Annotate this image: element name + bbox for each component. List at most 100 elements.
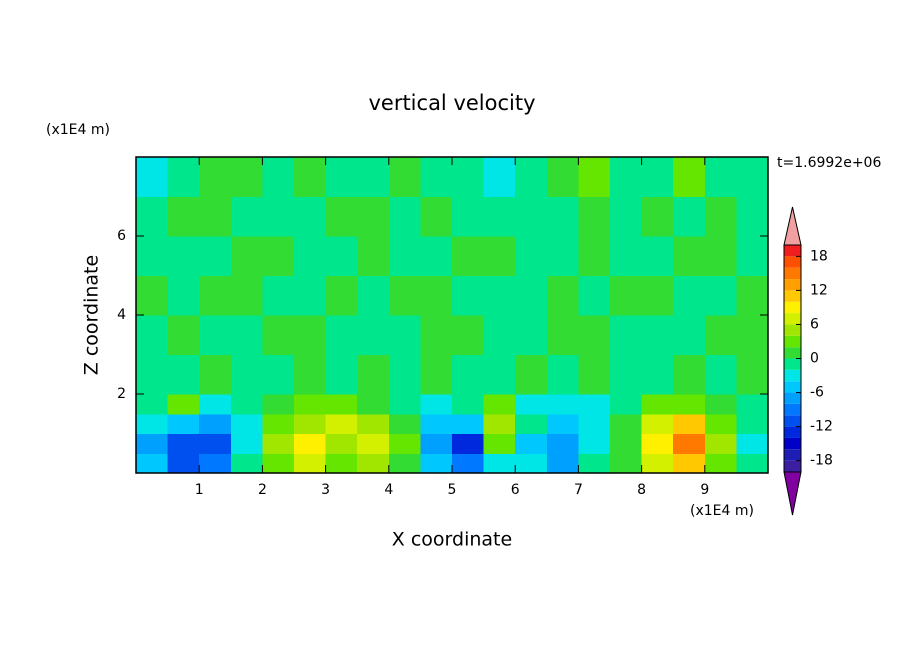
contour-cell	[515, 315, 548, 355]
contour-cell	[230, 315, 263, 355]
colorbar-under	[783, 471, 802, 516]
contour-cell	[420, 157, 453, 197]
contour-cell	[736, 315, 769, 355]
colorbar-tick-label: 0	[810, 351, 819, 367]
contour-cell	[262, 315, 295, 355]
colorbar-band	[784, 335, 801, 348]
contour-cell	[452, 413, 485, 434]
contour-cell	[199, 394, 232, 415]
colorbar-band	[784, 358, 801, 370]
contour-cell	[262, 453, 295, 474]
contour-cell	[673, 433, 706, 454]
contour-cell	[420, 236, 453, 276]
contour-cell	[610, 236, 643, 276]
contour-cell	[136, 196, 169, 237]
x-tick-label: 9	[700, 482, 709, 498]
contour-cell	[546, 354, 579, 395]
contour-cell	[578, 315, 611, 355]
contour-cell	[610, 315, 643, 355]
colorbar-over	[783, 206, 802, 246]
colorbar-band	[784, 449, 801, 461]
contour-cell	[230, 236, 263, 276]
contour-cell	[736, 413, 769, 434]
contour-cell	[230, 394, 263, 415]
contour-cell	[483, 157, 516, 197]
contour-cell	[230, 354, 263, 395]
colorbar-tick-label: -6	[810, 385, 824, 401]
contour-cell	[610, 196, 643, 237]
contour-cell	[294, 394, 327, 415]
colorbar-band	[784, 415, 801, 427]
contour-cell	[515, 275, 548, 316]
contour-cell	[641, 453, 674, 474]
contour-cell	[167, 354, 200, 395]
contour-cell	[483, 236, 516, 276]
contour-cell	[515, 394, 548, 415]
contour-cell	[294, 315, 327, 355]
contour-cell	[167, 236, 200, 276]
contour-cell	[262, 275, 295, 316]
contour-cell	[136, 394, 169, 415]
contour-cell	[420, 196, 453, 237]
contour-cell	[294, 433, 327, 454]
contour-cell	[641, 394, 674, 415]
contour-cell	[262, 394, 295, 415]
contour-cell	[578, 413, 611, 434]
contour-cell	[546, 315, 579, 355]
contour-cell	[294, 354, 327, 395]
colorbar-band	[784, 267, 801, 280]
contour-cell	[388, 236, 421, 276]
contour-cell	[578, 275, 611, 316]
contour-cell	[420, 433, 453, 454]
contour-cell	[704, 433, 737, 454]
colorbar-band	[784, 437, 801, 450]
contour-cell	[673, 394, 706, 415]
colorbar-band	[784, 347, 801, 359]
contour-cell	[736, 433, 769, 454]
colorbar-band	[784, 290, 801, 302]
contour-cell	[610, 453, 643, 474]
contour-cell	[610, 433, 643, 454]
contour-cell	[673, 157, 706, 197]
contour-cell	[452, 275, 485, 316]
contour-cell	[610, 275, 643, 316]
colorbar-tick-label: 6	[810, 316, 819, 332]
contour-cell	[452, 157, 485, 197]
contour-cell	[357, 236, 390, 276]
contour-cell	[325, 453, 358, 474]
colorbar-band	[784, 313, 801, 325]
contour-cell	[262, 236, 295, 276]
contour-cell	[578, 354, 611, 395]
contour-cell	[167, 453, 200, 474]
contour-cell	[294, 157, 327, 197]
contour-cell	[736, 236, 769, 276]
contour-cell	[167, 433, 200, 454]
contour-cell	[199, 236, 232, 276]
contour-cell	[357, 394, 390, 415]
contour-cell	[546, 236, 579, 276]
contour-cell	[136, 354, 169, 395]
contour-cell	[199, 196, 232, 237]
x-tick-label: 1	[195, 482, 204, 498]
colorbar-band	[784, 301, 801, 314]
contour-cell	[199, 453, 232, 474]
contour-cell	[325, 157, 358, 197]
x-axis-label: X coordinate	[392, 529, 512, 551]
x-tick-label: 5	[448, 482, 457, 498]
contour-cell	[294, 413, 327, 434]
contour-cell	[736, 354, 769, 395]
contour-cell	[388, 157, 421, 197]
contour-cell	[167, 394, 200, 415]
contour-cell	[578, 453, 611, 474]
contour-cell	[578, 236, 611, 276]
contour-cell	[610, 413, 643, 434]
contour-cell	[167, 315, 200, 355]
contour-cell	[673, 315, 706, 355]
contour-cell	[199, 157, 232, 197]
colorbar-band	[784, 460, 801, 472]
chart-title: vertical velocity	[368, 91, 535, 115]
contour-cell	[294, 196, 327, 237]
contour-cell	[167, 196, 200, 237]
contour-cell	[704, 236, 737, 276]
